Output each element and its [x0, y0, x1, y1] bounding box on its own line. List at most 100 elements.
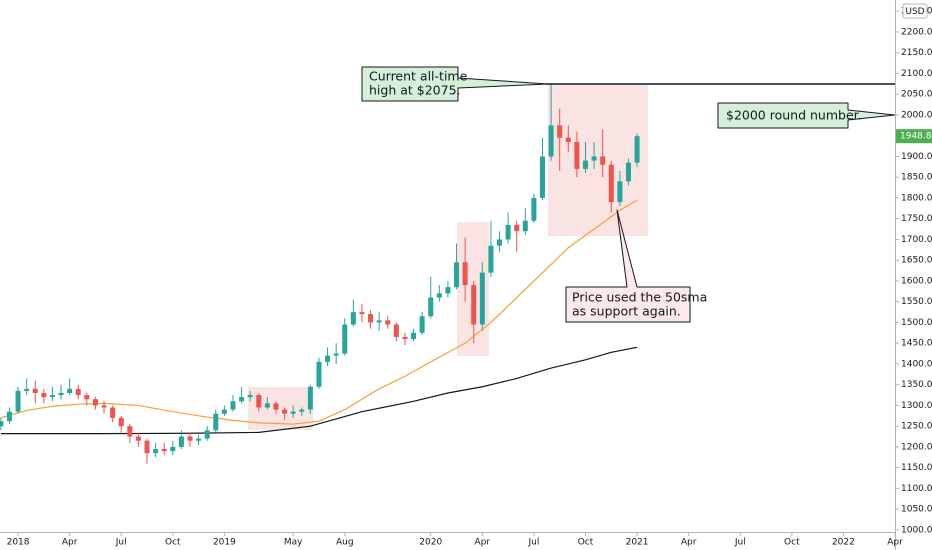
- candle-body: [471, 285, 477, 325]
- x-tick-label: Apr: [887, 538, 903, 548]
- candle-body: [462, 262, 468, 286]
- candle-body: [333, 353, 339, 356]
- x-tick-label: Apr: [62, 538, 78, 548]
- x-tick-label: Oct: [165, 538, 181, 548]
- y-tick-label: 2200.00: [901, 27, 932, 37]
- x-tick-label: 2021: [626, 538, 649, 548]
- y-tick-label: 1750.00: [901, 214, 932, 224]
- candle-body: [617, 181, 623, 203]
- candle-body: [514, 224, 520, 232]
- candle-body: [428, 297, 434, 317]
- y-tick-label: 1900.00: [901, 152, 932, 162]
- callout-box: [361, 66, 549, 102]
- y-tick-label: 2100.00: [901, 69, 932, 79]
- candle-body: [178, 436, 184, 447]
- y-tick-label: 2000.00: [901, 110, 932, 120]
- candle-body: [307, 386, 313, 410]
- candle-body: [290, 411, 296, 414]
- x-tick-label: Jul: [115, 538, 127, 548]
- y-tick-label: 1600.00: [901, 276, 932, 286]
- sma-line: [0, 199, 638, 425]
- candle-body: [591, 156, 597, 161]
- candle-body: [385, 320, 391, 325]
- y-tick-label: 1300.00: [901, 401, 932, 411]
- note-line: Price used the 50sma: [572, 290, 707, 305]
- note-line: high at $2075.: [369, 83, 461, 98]
- candle-body: [419, 316, 425, 333]
- candle-body: [436, 293, 442, 298]
- candle-body: [187, 436, 193, 441]
- candle-body: [376, 320, 382, 323]
- candle-body: [600, 156, 606, 165]
- y-tick-label: 1350.00: [901, 380, 932, 390]
- axes: 1000.00 1050.00 1100.00 1150.00 1200.00 1250.…: [7, 7, 932, 548]
- y-tick-label: 2050.00: [901, 90, 932, 100]
- plot: [0, 83, 640, 464]
- last-price-label: 1948.87: [900, 132, 932, 142]
- candle-body: [454, 262, 460, 288]
- candle-body: [0, 421, 4, 427]
- currency-badge: [902, 3, 928, 19]
- sma-line: [0, 346, 638, 435]
- x-tick-label: May: [284, 538, 303, 548]
- candle-body: [531, 197, 537, 221]
- candle-body: [196, 438, 202, 441]
- candle-body: [6, 411, 12, 422]
- y-tick-label: 1250.00: [901, 422, 932, 432]
- candle-body: [411, 332, 417, 340]
- candle-body: [127, 426, 133, 437]
- candle-body: [582, 160, 588, 169]
- note-line: as support again.: [572, 304, 681, 319]
- x-tick-label: Aug: [336, 538, 354, 548]
- x-tick-label: Oct: [578, 538, 594, 548]
- candle-body: [92, 399, 98, 406]
- candle-body: [557, 125, 563, 138]
- y-tick-label: 1050.00: [901, 505, 932, 515]
- y-tick-label: 1550.00: [901, 297, 932, 307]
- candle-body: [574, 141, 580, 169]
- candle-body: [58, 392, 64, 396]
- candle-body: [282, 409, 288, 414]
- price-axis-bg: [895, 0, 932, 550]
- y-tick-label: 1150.00: [901, 463, 932, 473]
- note-line: $2000 round number.: [726, 108, 862, 123]
- highlights: [248, 85, 648, 430]
- candle-body: [316, 361, 322, 387]
- y-tick-label: 1700.00: [901, 235, 932, 245]
- y-tick-label: 1500.00: [901, 318, 932, 328]
- candle-body: [273, 403, 279, 410]
- y-tick-label: 1200.00: [901, 442, 932, 452]
- x-tick-label: Jul: [527, 538, 539, 548]
- candle-body: [522, 220, 528, 232]
- candle-body: [204, 430, 210, 439]
- candle-body: [565, 137, 571, 142]
- candle-body: [118, 417, 124, 427]
- candle-body: [153, 449, 159, 454]
- candle-body: [75, 388, 81, 396]
- candle-body: [299, 409, 305, 412]
- y-tick-label: 1850.00: [901, 173, 932, 183]
- candle-body: [110, 407, 116, 418]
- time-axis-bg: [0, 532, 895, 550]
- candle-body: [135, 436, 141, 441]
- candle-body: [634, 136, 640, 163]
- candle-body: [256, 395, 262, 408]
- candle-body: [488, 245, 494, 273]
- candle-body: [213, 413, 219, 431]
- candle-body: [505, 224, 511, 240]
- x-tick-label: 2020: [419, 538, 442, 548]
- y-tick-label: 1100.00: [901, 484, 932, 494]
- candle-body: [170, 446, 176, 452]
- candle-body: [221, 409, 227, 414]
- candle-body: [230, 401, 236, 410]
- candle-body: [161, 449, 167, 452]
- candle-body: [608, 164, 614, 203]
- x-tick-label: Oct: [784, 538, 800, 548]
- x-tick-label: 2018: [7, 538, 30, 548]
- callout-box: [565, 209, 691, 323]
- candle-body: [144, 440, 150, 454]
- last-price-badge: [896, 129, 932, 144]
- callout: Price used the 50sma as support again.: [565, 209, 707, 323]
- highlight-box: [548, 85, 648, 236]
